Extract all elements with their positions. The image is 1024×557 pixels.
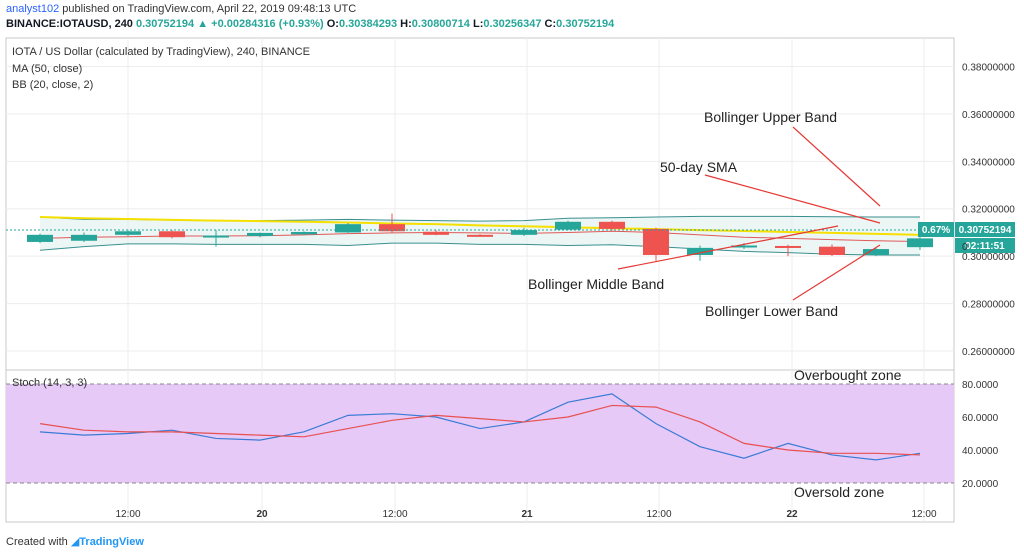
last-price-badge-text: 0.30752194 xyxy=(959,225,1012,236)
time-tick-label: 22 xyxy=(786,509,798,520)
time-axis[interactable]: 12:00 20 12:00 21 12:00 22 12:00 xyxy=(115,509,936,520)
price-tick-label: 0.30000000 xyxy=(962,252,1015,263)
price-pane[interactable] xyxy=(5,37,955,371)
candle-body xyxy=(379,224,405,232)
time-tick-label: 20 xyxy=(256,509,268,520)
countdown-badge xyxy=(955,238,1015,253)
candle-body xyxy=(599,221,625,229)
tradingview-logo-icon: ◢ xyxy=(70,536,80,548)
time-tick-label: 21 xyxy=(521,509,533,520)
stoch-tick-label: 20.0000 xyxy=(962,479,999,490)
legend-ma: MA (50, close) xyxy=(12,63,82,75)
candle-body xyxy=(423,231,449,235)
tradingview-brand[interactable]: TradingView xyxy=(79,536,144,548)
footer: Created with ◢TradingView xyxy=(6,535,144,548)
partial-axis-label: 0 xyxy=(962,242,968,253)
countdown-badge-text: 02:11:51 xyxy=(965,241,1005,252)
candle-body xyxy=(291,231,317,235)
price-tick-label: 0.26000000 xyxy=(962,347,1015,358)
percent-badge-text: 0.67% xyxy=(922,225,950,236)
annotation-upper-band: Bollinger Upper Band xyxy=(704,109,837,125)
price-tick-label: 0.32000000 xyxy=(962,205,1015,216)
low-value: 0.30256347 xyxy=(483,18,542,30)
legend-stoch: Stoch (14, 3, 3) xyxy=(12,377,87,389)
annotation-lines xyxy=(617,126,881,301)
author-link[interactable]: analyst102 xyxy=(6,3,60,15)
legend-bb: BB (20, close, 2) xyxy=(12,79,93,91)
candles xyxy=(27,213,933,261)
close-value: 0.30752194 xyxy=(556,18,615,30)
grid-lines xyxy=(6,38,954,522)
time-tick-label: 12:00 xyxy=(382,509,407,520)
candle-body xyxy=(555,221,581,230)
candle-body xyxy=(71,234,97,241)
candle-body xyxy=(467,234,493,237)
publish-info: analyst102 published on TradingView.com,… xyxy=(6,3,356,15)
stoch-d-line xyxy=(39,404,921,456)
ma50-line xyxy=(39,216,921,236)
stoch-tick-label: 80.0000 xyxy=(962,380,999,391)
annotation-oversold: Oversold zone xyxy=(794,484,884,500)
candle-body xyxy=(731,245,757,248)
bb-lower-line xyxy=(39,242,920,256)
candle-body xyxy=(819,246,845,255)
price-tick-label: 0.28000000 xyxy=(962,300,1015,311)
price-tick-label: 0.38000000 xyxy=(962,62,1015,73)
published-text: published on TradingView.com, April 22, … xyxy=(62,3,357,15)
symbol-label: BINANCE:IOTAUSD, 240 xyxy=(6,18,133,30)
price-tick-label: 0.34000000 xyxy=(962,157,1015,168)
open-value: 0.30384293 xyxy=(338,18,398,30)
change-value: +0.00284316 (+0.93%) xyxy=(211,18,324,30)
stoch-zone-fill xyxy=(6,384,954,483)
ohlc-header: BINANCE:IOTAUSD, 240 0.30752194 ▲ +0.002… xyxy=(6,18,614,30)
stoch-lines xyxy=(39,393,921,461)
created-with-text: Created with xyxy=(6,536,68,548)
candle-body xyxy=(907,238,933,248)
candle-body xyxy=(511,230,537,235)
candle-body xyxy=(115,231,141,235)
upper-band-pointer xyxy=(792,126,881,207)
bb-middle-line xyxy=(39,230,921,242)
percent-badge xyxy=(918,222,954,237)
candle-body xyxy=(203,235,229,238)
time-tick-label: 12:00 xyxy=(911,509,936,520)
annotation-overbought: Overbought zone xyxy=(794,367,902,383)
open-label: O: xyxy=(326,18,339,30)
legend-title: IOTA / US Dollar (calculated by TradingV… xyxy=(12,46,310,58)
annotation-middle-band: Bollinger Middle Band xyxy=(528,276,664,292)
time-tick-label: 12:00 xyxy=(115,509,140,520)
low-label: L: xyxy=(472,18,484,30)
candle-body xyxy=(335,224,361,233)
close-label: C: xyxy=(544,18,557,30)
candle-body xyxy=(863,249,889,255)
candle-body xyxy=(27,234,53,242)
stoch-tick-label: 40.0000 xyxy=(962,446,999,457)
time-tick-label: 12:00 xyxy=(646,509,671,520)
high-value: 0.30800714 xyxy=(411,18,470,30)
candle-body xyxy=(247,232,273,237)
sma-pointer xyxy=(704,174,881,224)
stoch-tick-label: 60.0000 xyxy=(962,413,999,424)
change-arrow-icon: ▲ xyxy=(197,18,209,30)
middle-band-pointer xyxy=(617,225,839,270)
annotation-sma: 50-day SMA xyxy=(660,159,738,175)
price-axis[interactable]: 0.38000000 0.36000000 0.34000000 0.32000000… xyxy=(962,62,1015,358)
last-price-badge xyxy=(955,222,1015,237)
last-price: 0.30752194 xyxy=(136,18,195,30)
price-tick-label: 0.36000000 xyxy=(962,110,1015,121)
stoch-axis[interactable]: 80.0000 60.0000 40.0000 20.0000 xyxy=(962,380,999,490)
candle-body xyxy=(643,228,669,255)
annotation-lower-band: Bollinger Lower Band xyxy=(705,303,838,319)
lower-band-pointer xyxy=(792,244,881,301)
candle-body xyxy=(159,231,185,238)
candle-body xyxy=(687,247,713,255)
candle-body xyxy=(775,245,801,248)
high-label: H: xyxy=(400,18,412,30)
